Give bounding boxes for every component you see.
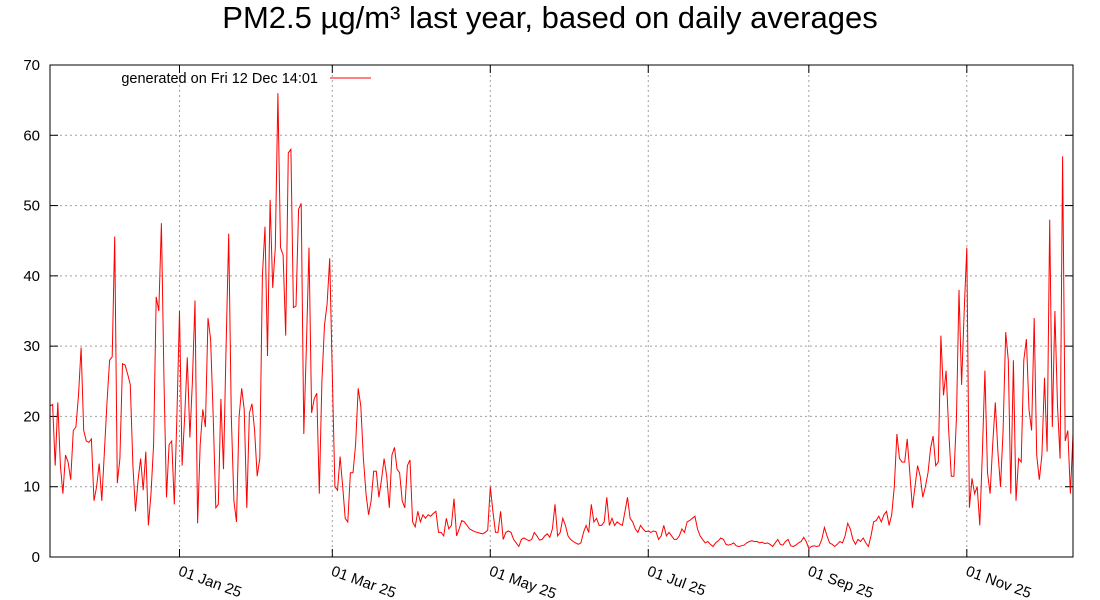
series-line-pm25 bbox=[49, 93, 1074, 550]
legend: generated on Fri 12 Dec 14:01 bbox=[121, 71, 371, 87]
legend-text: generated on Fri 12 Dec 14:01 bbox=[121, 71, 318, 87]
y-tick-label: 10 bbox=[23, 479, 40, 496]
y-tick-label: 60 bbox=[23, 127, 40, 144]
y-tick-label: 50 bbox=[23, 198, 40, 215]
x-tick-label: 01 Mar 25 bbox=[329, 563, 398, 600]
y-tick-label: 20 bbox=[23, 408, 40, 425]
x-tick-label: 01 May 25 bbox=[487, 563, 559, 600]
y-axis: 0 10 20 30 40 50 60 70 bbox=[23, 57, 1073, 566]
chart-title: PM2.5 µg/m³ last year, based on daily av… bbox=[222, 0, 877, 35]
y-tick-label: 70 bbox=[23, 57, 40, 74]
x-tick-label: 01 Jan 25 bbox=[176, 563, 244, 600]
plot-border bbox=[49, 64, 1074, 558]
x-tick-label: 01 Nov 25 bbox=[963, 563, 1033, 600]
x-tick-label: 01 Jul 25 bbox=[645, 563, 708, 600]
y-tick-label: 0 bbox=[32, 549, 40, 566]
y-tick-label: 30 bbox=[23, 338, 40, 355]
x-tick-label: 01 Sep 25 bbox=[805, 563, 875, 600]
grid-lines bbox=[50, 65, 1073, 557]
y-tick-label: 40 bbox=[23, 268, 40, 285]
